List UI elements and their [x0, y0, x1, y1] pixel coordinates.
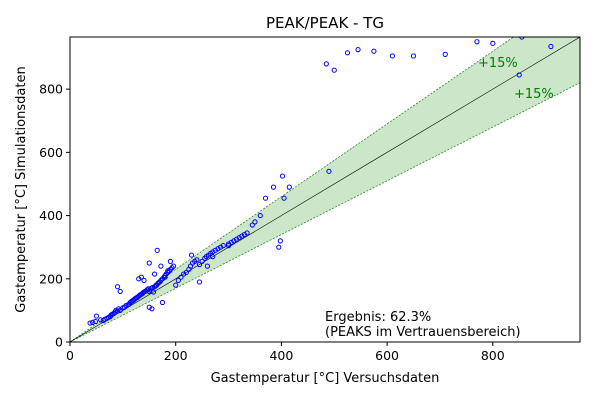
- data-point: [162, 274, 168, 280]
- y-tick-label: 0: [55, 335, 63, 350]
- data-point: [490, 40, 496, 46]
- data-point: [173, 282, 179, 288]
- data-point: [276, 244, 282, 250]
- data-point: [244, 230, 250, 236]
- y-axis-label: Gastemperatur [°C] Simulationsdaten: [14, 66, 29, 312]
- data-point: [167, 258, 174, 264]
- data-point: [326, 168, 332, 174]
- data-point: [183, 269, 189, 276]
- x-tick-label: 400: [269, 348, 293, 363]
- data-point: [175, 277, 181, 283]
- data-point: [249, 222, 255, 228]
- data-point: [92, 318, 98, 325]
- data-point: [117, 288, 123, 295]
- data-point: [93, 313, 100, 319]
- data-point: [165, 268, 171, 274]
- band-label-lower: +15%: [514, 87, 554, 102]
- data-point: [194, 257, 200, 263]
- data-point: [154, 247, 160, 253]
- data-point: [87, 320, 93, 326]
- data-point: [210, 254, 216, 260]
- data-point: [323, 61, 329, 67]
- x-axis-label: Gastemperatur [°C] Versuchsdaten: [211, 371, 440, 386]
- data-point: [270, 184, 277, 190]
- data-point: [262, 195, 269, 201]
- result-annotation-subtitle: (PEAKS im Vertrauensbereich): [325, 325, 521, 340]
- tolerance-lower-line: [70, 82, 580, 342]
- data-point: [90, 319, 96, 325]
- data-point: [146, 304, 152, 310]
- reference-line: [70, 37, 580, 342]
- data-point: [151, 271, 158, 277]
- y-tick-label: 600: [39, 145, 63, 160]
- data-point: [279, 173, 286, 179]
- data-point: [389, 53, 395, 59]
- x-tick-label: 200: [164, 348, 188, 363]
- data-point: [371, 48, 377, 54]
- data-point: [141, 277, 147, 283]
- result-annotation: Ergebnis: 62.3%: [325, 310, 431, 325]
- data-point: [344, 50, 351, 56]
- data-point: [442, 51, 448, 57]
- data-point: [331, 67, 337, 73]
- y-tick-label: 200: [39, 271, 63, 286]
- data-point: [281, 195, 287, 201]
- y-tick-label: 800: [39, 82, 63, 97]
- x-tick-label: 0: [66, 348, 74, 363]
- data-point: [196, 261, 203, 268]
- data-point: [516, 72, 522, 78]
- data-point: [158, 263, 164, 269]
- data-point: [188, 252, 195, 258]
- data-point: [548, 43, 554, 50]
- chart-title: PEAK/PEAK - TG: [266, 14, 384, 32]
- y-tick-label: 400: [39, 208, 63, 223]
- plot-area: [70, 37, 580, 342]
- data-point: [138, 274, 144, 280]
- data-point: [286, 184, 292, 190]
- band-label-upper: +15%: [478, 56, 518, 71]
- data-point: [146, 260, 152, 266]
- data-point: [199, 258, 205, 264]
- data-point: [474, 39, 480, 45]
- x-tick-label: 800: [481, 348, 505, 363]
- data-point: [277, 238, 283, 244]
- x-tick-label: 600: [375, 348, 399, 363]
- data-point: [114, 284, 121, 290]
- axes: 0 200 400 600 800 0 200 400 600 800: [39, 36, 581, 363]
- data-point: [410, 53, 417, 59]
- data-point: [355, 47, 361, 53]
- data-point: [150, 289, 157, 295]
- data-point: [178, 274, 184, 280]
- data-point: [204, 263, 211, 269]
- data-point: [170, 263, 177, 269]
- data-point: [220, 243, 226, 249]
- plot-frame: [69, 36, 581, 343]
- data-point: [196, 279, 203, 285]
- data-point: [252, 219, 258, 225]
- data-point: [225, 243, 232, 249]
- data-point: [257, 212, 263, 219]
- data-point: [159, 299, 166, 306]
